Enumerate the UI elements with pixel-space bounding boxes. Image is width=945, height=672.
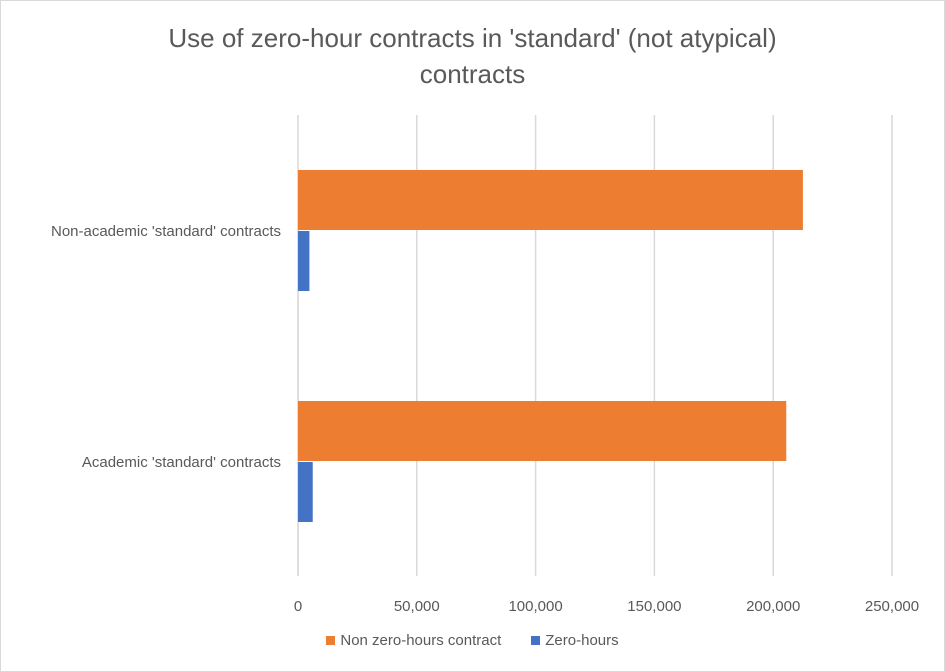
category-label-0: Non-academic 'standard' contracts bbox=[51, 223, 281, 240]
bar-non-zero-hours-0 bbox=[298, 170, 803, 230]
chart-title-line-1: Use of zero-hour contracts in 'standard'… bbox=[168, 23, 777, 53]
legend-swatch-non-zero-hours bbox=[326, 636, 336, 645]
chart-title: Use of zero-hour contracts in 'standard'… bbox=[0, 20, 945, 92]
x-tick-label-0: 0 bbox=[294, 598, 302, 615]
legend-label-zero-hours: Zero-hours bbox=[545, 632, 619, 649]
legend-swatch-zero-hours bbox=[531, 636, 541, 645]
category-label-1: Academic 'standard' contracts bbox=[82, 454, 281, 471]
x-tick-label-4: 200,000 bbox=[746, 598, 800, 615]
x-tick-label-1: 50,000 bbox=[394, 598, 440, 615]
bar-zero-hours-0 bbox=[298, 231, 310, 291]
x-tick-label-3: 150,000 bbox=[627, 598, 681, 615]
x-tick-label-5: 250,000 bbox=[865, 598, 919, 615]
legend-item-non-zero-hours: Non zero-hours contract bbox=[326, 632, 501, 649]
chart-title-line-2: contracts bbox=[419, 59, 526, 89]
legend-item-zero-hours: Zero-hours bbox=[531, 632, 619, 649]
bar-non-zero-hours-1 bbox=[298, 401, 787, 461]
chart-legend: Non zero-hours contract Zero-hours bbox=[0, 632, 945, 649]
bar-zero-hours-1 bbox=[298, 462, 313, 522]
legend-label-non-zero-hours: Non zero-hours contract bbox=[340, 632, 502, 649]
x-tick-label-2: 100,000 bbox=[508, 598, 562, 615]
